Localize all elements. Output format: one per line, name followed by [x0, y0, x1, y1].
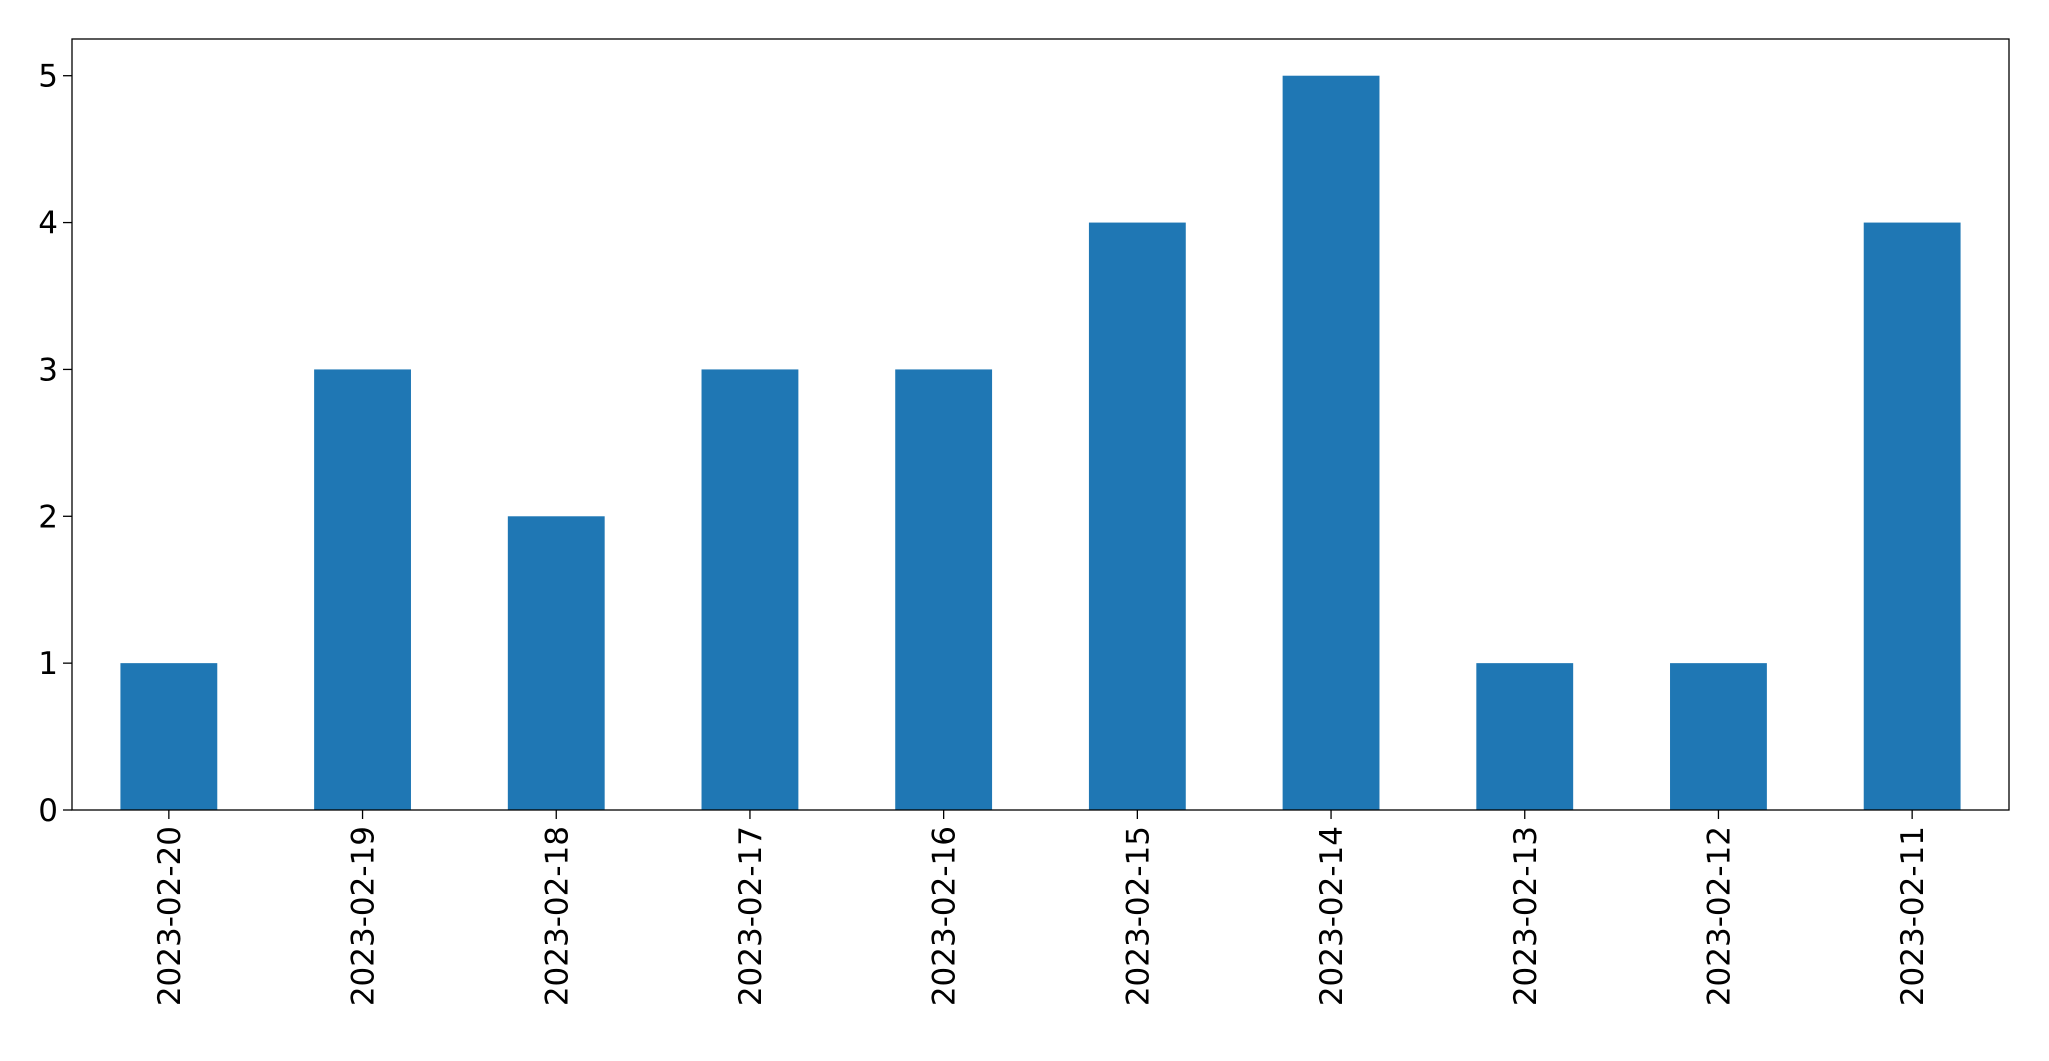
plot-frame: [71, 38, 2010, 811]
x-tick-label: 2023-02-13: [1508, 826, 1544, 1006]
x-tick-label: 2023-02-16: [927, 826, 963, 1006]
x-tick-label: 2023-02-14: [1314, 826, 1350, 1006]
x-tick-label: 2023-02-17: [733, 826, 769, 1006]
bar: [120, 663, 218, 810]
x-tick-label: 2023-02-12: [1701, 826, 1737, 1006]
bar: [1282, 75, 1380, 810]
bar: [1670, 663, 1767, 810]
y-tick-label: 1: [38, 646, 58, 682]
x-tick-label: 2023-02-18: [539, 826, 575, 1006]
bar: [314, 369, 411, 810]
x-tick-label: 2023-02-20: [152, 826, 188, 1006]
x-tick-label: 2023-02-19: [346, 826, 382, 1006]
x-tick-label: 2023-02-11: [1895, 826, 1931, 1006]
y-tick-label: 4: [38, 206, 58, 242]
x-tick-label: 2023-02-15: [1120, 826, 1156, 1006]
y-tick-label: 5: [38, 59, 58, 95]
bar: [507, 516, 605, 810]
y-tick-label: 3: [38, 352, 58, 388]
bar: [895, 369, 993, 810]
y-tick-label: 2: [38, 499, 58, 535]
bar: [1476, 663, 1574, 810]
bar: [701, 369, 799, 810]
bar: [1088, 222, 1186, 811]
bar: [1863, 222, 1961, 811]
y-tick-label: 0: [38, 793, 58, 829]
